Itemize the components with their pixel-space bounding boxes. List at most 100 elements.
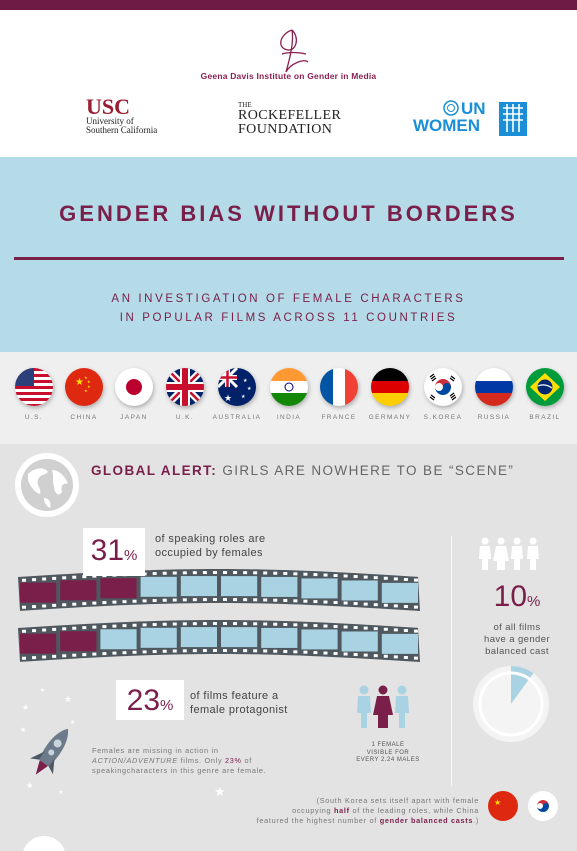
- usc-line1: University of: [86, 116, 134, 126]
- film-frame: [20, 633, 57, 654]
- page-title: GENDER BIAS WITHOUT BORDERS: [59, 201, 518, 226]
- film-sprocket: [393, 577, 398, 581]
- film-sprocket: [253, 622, 258, 626]
- film-sprocket: [122, 600, 127, 604]
- film-strip-protagonist: [18, 620, 420, 662]
- film-sprocket: [353, 602, 358, 606]
- film-sprocket: [92, 652, 97, 656]
- film-sprocket: [72, 575, 77, 579]
- film-sprocket: [112, 600, 117, 604]
- action-note-line1: Females are missing in action in: [92, 746, 219, 755]
- film-sprocket: [172, 649, 177, 653]
- rockefeller-logo: THE ROCKEFELLER FOUNDATION: [238, 102, 341, 137]
- film-sprocket: [373, 576, 378, 580]
- film-sprocket: [162, 649, 167, 653]
- film-sprocket: [212, 649, 217, 653]
- flag-item-germany: GERMANY: [363, 368, 417, 421]
- south-korea-flag-icon: [424, 368, 462, 406]
- un-women-logo: UN WOMEN: [413, 99, 527, 136]
- film-sprocket: [62, 576, 67, 580]
- film-sprocket: [223, 571, 227, 575]
- uk-flag-icon: [166, 368, 204, 406]
- film-sprocket: [223, 649, 227, 653]
- alert-lead: GLOBAL ALERT:: [91, 463, 218, 478]
- film-sprocket: [32, 578, 37, 582]
- film-sprocket: [403, 604, 408, 608]
- film-sprocket: [122, 624, 127, 628]
- film-sprocket: [403, 577, 408, 581]
- stat-balanced-line1: of all films: [493, 622, 541, 633]
- film-frame: [180, 576, 217, 597]
- film-sprocket: [303, 650, 308, 654]
- film-sprocket: [32, 629, 37, 633]
- subtitle-line1: AN INVESTIGATION OF FEMALE CHARACTERS: [111, 293, 466, 305]
- film-sprocket: [303, 599, 308, 603]
- film-sprocket: [343, 574, 348, 578]
- china-korea-flags-icon: ★: [488, 791, 558, 821]
- film-sprocket: [323, 651, 328, 655]
- australia-flag-icon: ★ ★ ★ ★: [218, 368, 256, 406]
- flag-item-russia: RUSSIA: [467, 368, 521, 421]
- unwomen-line1: UN: [461, 99, 486, 118]
- film-sprocket: [32, 605, 37, 609]
- film-sprocket: [192, 598, 197, 602]
- film-sprocket: [273, 598, 278, 602]
- film-sprocket: [182, 571, 187, 575]
- film-sprocket: [22, 605, 26, 609]
- geena-davis-logo-icon: [280, 29, 309, 73]
- svg-text:★: ★: [494, 798, 501, 807]
- film-sprocket: [52, 603, 57, 607]
- film-sprocket: [273, 571, 278, 575]
- vertical-divider: [451, 536, 452, 786]
- svg-text:★: ★: [87, 384, 91, 389]
- subtitle-line2: IN POPULAR FILMS ACROSS 11 COUNTRIES: [119, 312, 458, 324]
- film-frame: [140, 576, 177, 597]
- svg-text:★: ★: [87, 379, 91, 384]
- flag-item-south-korea: S.KOREA: [416, 368, 470, 421]
- film-frame: [100, 578, 137, 599]
- svg-text:★: ★: [26, 781, 33, 790]
- film-sprocket: [233, 622, 238, 626]
- flag-item-us: U.S.: [7, 368, 61, 421]
- visibility-text: 1 FEMALE VISIBLE FOR EVERY 2.24 MALES: [338, 742, 438, 765]
- visibility-line3: EVERY 2.24 MALES: [356, 757, 420, 763]
- flag-item-australia: ★ ★ ★ ★ AUSTRALIA: [210, 368, 264, 421]
- film-sprocket: [22, 629, 26, 633]
- country-label: S.KOREA: [423, 414, 463, 421]
- film-sprocket: [212, 571, 217, 575]
- country-label: GERMANY: [368, 414, 412, 421]
- stat-protagonist-line1: of films feature a: [190, 690, 279, 702]
- unwomen-line2: WOMEN: [413, 116, 481, 135]
- country-label: BRAZIL: [529, 414, 561, 421]
- film-sprocket: [243, 649, 248, 653]
- germany-flag-icon: [371, 368, 409, 406]
- film-sprocket: [373, 603, 378, 607]
- film-sprocket: [32, 656, 37, 660]
- country-label: RUSSIA: [477, 414, 511, 421]
- film-sprocket: [413, 578, 418, 582]
- film-sprocket: [323, 600, 328, 604]
- film-sprocket: [283, 649, 288, 653]
- film-sprocket: [42, 655, 47, 659]
- film-sprocket: [233, 649, 238, 653]
- film-sprocket: [192, 649, 197, 653]
- film-sprocket: [162, 622, 167, 626]
- film-sprocket: [172, 598, 177, 602]
- film-sprocket: [102, 652, 107, 656]
- film-frame: [221, 627, 258, 648]
- film-sprocket: [72, 602, 77, 606]
- flag-item-japan: JAPAN: [107, 368, 161, 421]
- film-sprocket: [152, 623, 157, 627]
- film-sprocket: [373, 627, 378, 631]
- film-sprocket: [202, 649, 207, 653]
- film-sprocket: [383, 603, 388, 607]
- balanced-cast-pie: [473, 666, 549, 742]
- film-strip-speaking: [18, 569, 420, 611]
- country-label: JAPAN: [120, 414, 148, 421]
- film-sprocket: [132, 650, 137, 654]
- un-emblem-icon: [443, 100, 459, 116]
- film-sprocket: [313, 573, 318, 577]
- film-sprocket: [293, 599, 298, 603]
- film-sprocket: [353, 575, 358, 579]
- film-frame: [381, 582, 418, 603]
